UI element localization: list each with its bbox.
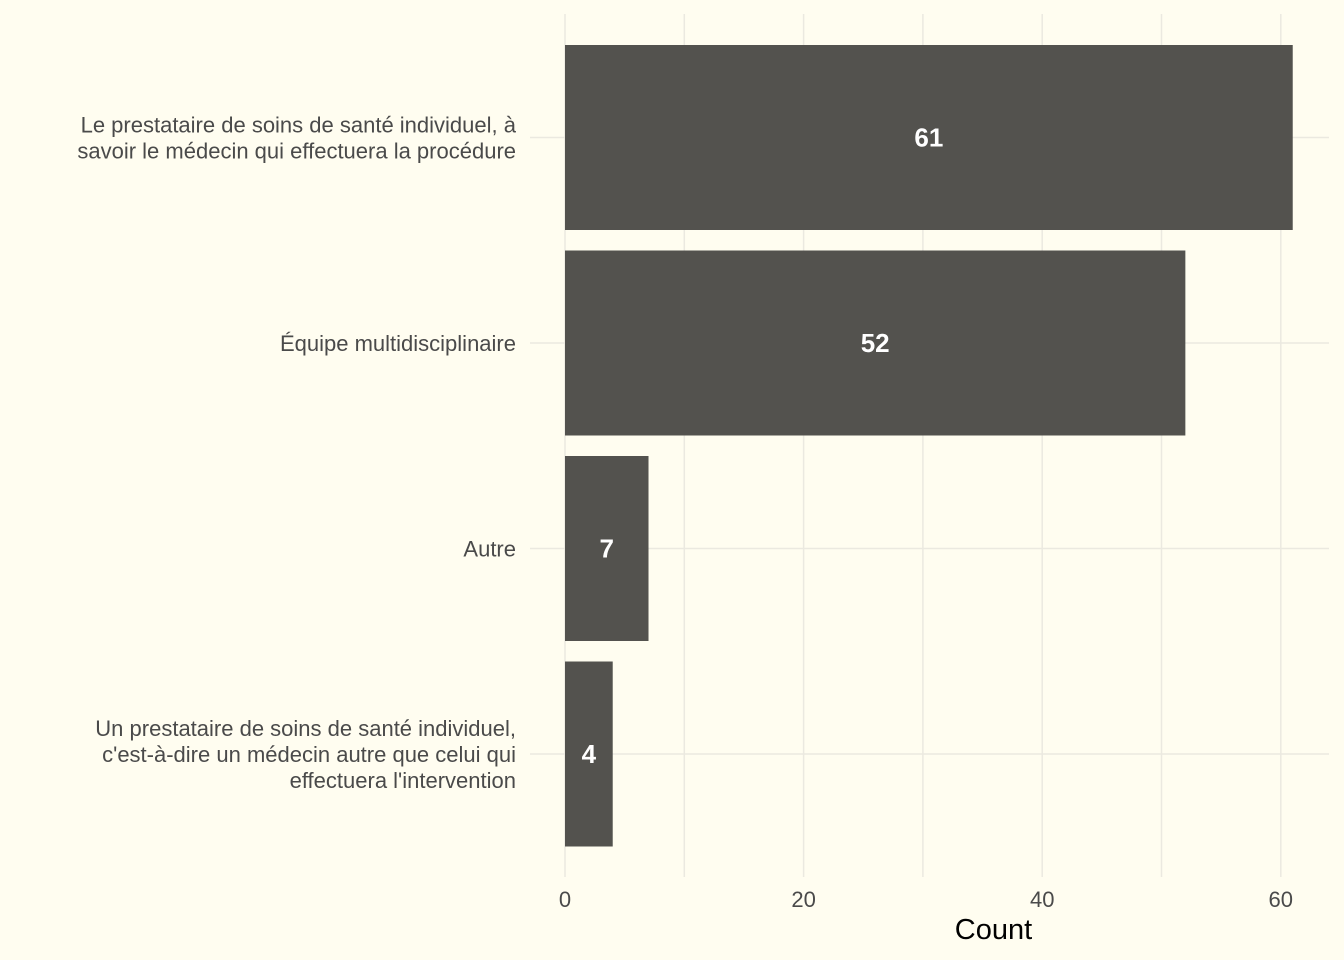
x-axis-title: Count <box>955 914 1032 946</box>
x-tick-labels: 0 20 40 60 <box>559 887 1293 912</box>
bar-value-label: 61 <box>914 123 943 153</box>
category-label: Équipe multidisciplinaire <box>280 331 516 356</box>
x-tick-label: 40 <box>1030 887 1054 912</box>
bar <box>565 250 1186 436</box>
category-label: Un prestataire de soins de santé individ… <box>95 716 516 793</box>
bar-value-label: 7 <box>600 534 614 564</box>
bar <box>565 456 649 641</box>
bar-value-label: 52 <box>861 328 890 358</box>
category-label: Le prestataire de soins de santé individ… <box>77 113 516 164</box>
x-tick-label: 60 <box>1269 887 1293 912</box>
x-tick-label: 0 <box>559 887 571 912</box>
bars: 61 52 7 4 <box>565 45 1293 847</box>
category-label: Autre <box>463 537 516 562</box>
bar <box>565 45 1293 230</box>
bar-value-label: 4 <box>582 739 597 769</box>
x-tick-label: 20 <box>791 887 815 912</box>
category-labels: Le prestataire de soins de santé individ… <box>77 113 516 794</box>
bar <box>565 661 613 847</box>
